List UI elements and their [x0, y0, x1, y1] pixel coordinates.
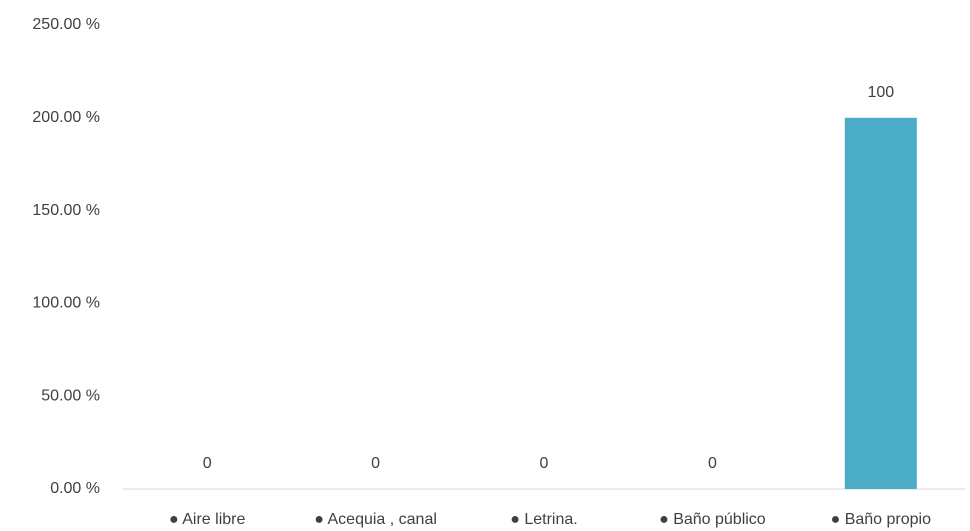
x-tick-label: ● Baño propio: [831, 511, 932, 528]
y-tick-label: 250.00 %: [32, 16, 100, 33]
y-tick-label: 150.00 %: [32, 202, 100, 219]
value-label: 0: [708, 455, 717, 472]
y-tick-label: 0.00 %: [50, 480, 100, 497]
y-tick-label: 50.00 %: [41, 387, 100, 404]
x-tick-label: ● Aire libre: [169, 511, 245, 528]
x-tick-label: ● Baño público: [659, 511, 766, 528]
value-label: 100: [867, 84, 894, 101]
y-tick-label: 200.00 %: [32, 109, 100, 126]
y-tick-label: 100.00 %: [32, 295, 100, 312]
value-label: 0: [540, 455, 549, 472]
value-label: 0: [203, 455, 212, 472]
value-label: 0: [371, 455, 380, 472]
bar: [844, 117, 917, 490]
x-tick-label: ● Letrina.: [510, 511, 577, 528]
x-tick-label: ● Acequia , canal: [314, 511, 437, 528]
